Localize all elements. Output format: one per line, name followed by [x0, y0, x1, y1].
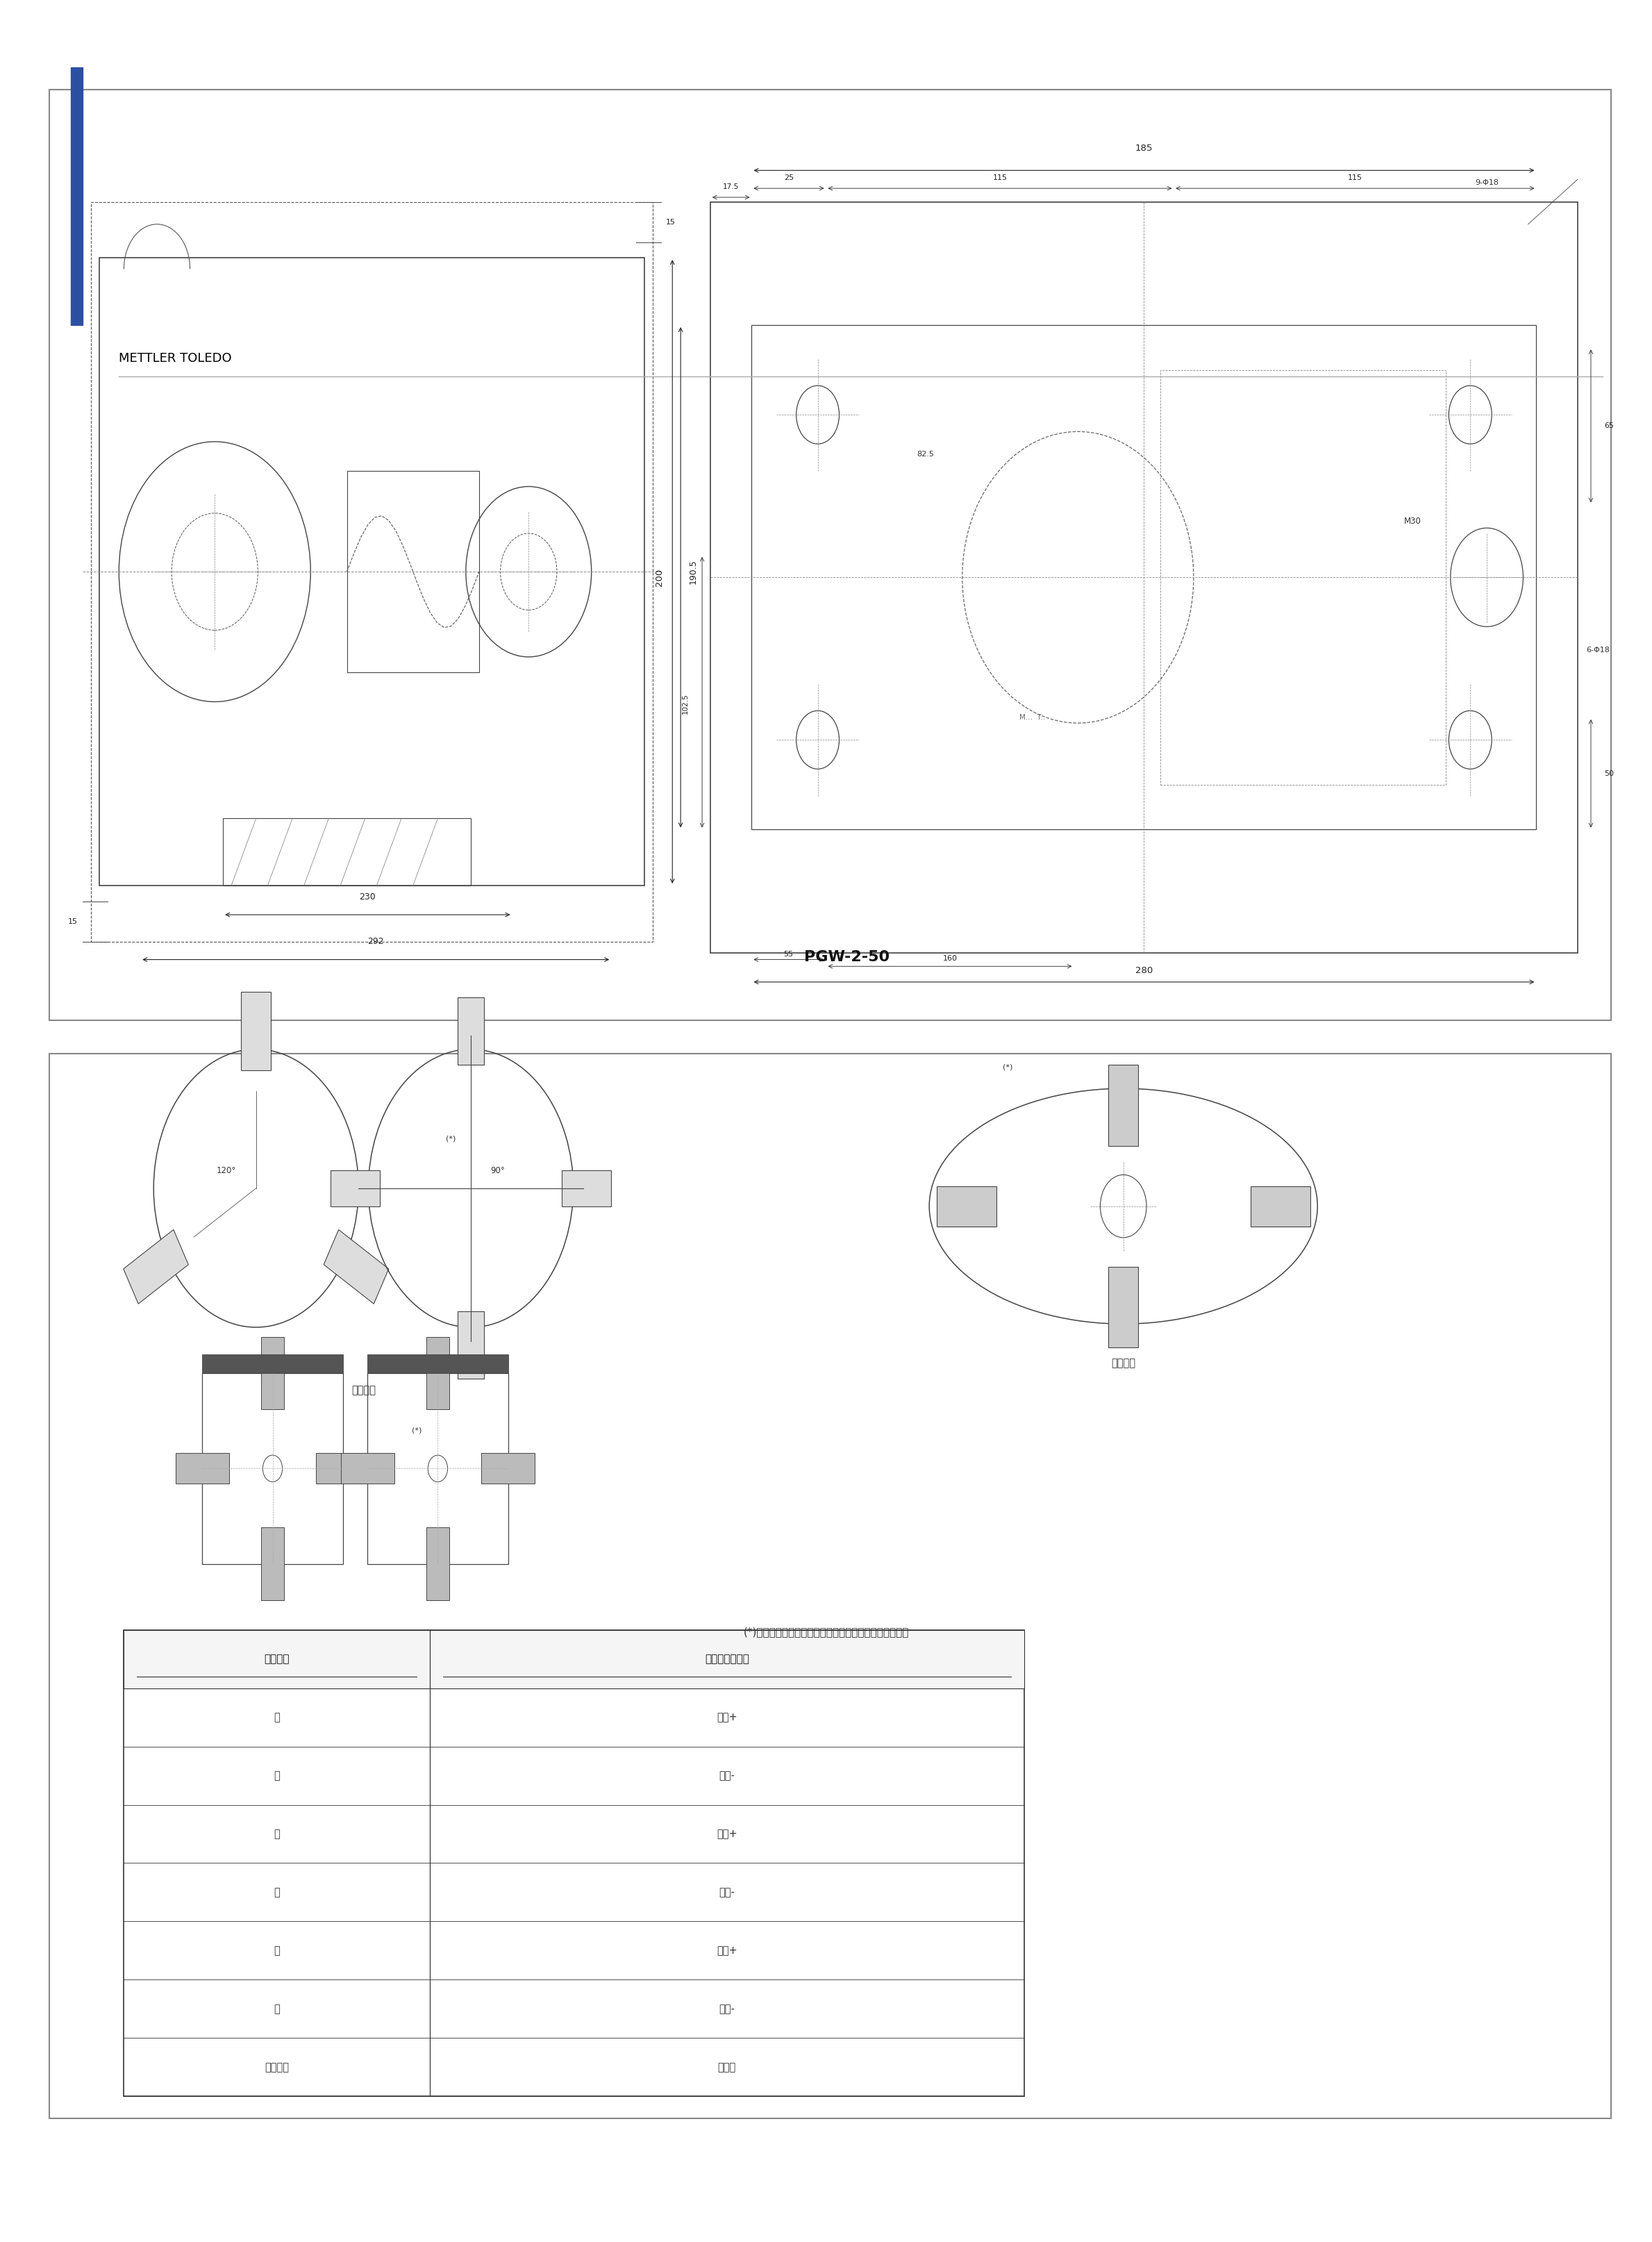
Bar [50, 90, 1611, 1020]
Text: (*): (*) [446, 1134, 456, 1143]
Text: 190.5: 190.5 [689, 558, 697, 585]
Bar [458, 1312, 484, 1379]
Text: 6-Φ18: 6-Φ18 [1586, 646, 1609, 655]
Bar [223, 818, 471, 886]
Text: 115: 115 [1348, 175, 1363, 182]
Bar [124, 1630, 1024, 1688]
Text: 绿: 绿 [274, 1713, 279, 1722]
Text: 17.5: 17.5 [724, 184, 738, 191]
Bar [261, 1527, 284, 1601]
Bar [1251, 1186, 1310, 1226]
Bar [710, 202, 1578, 953]
Bar [71, 67, 83, 325]
Text: M30: M30 [1404, 516, 1421, 527]
Text: 电缆颜色: 电缆颜色 [264, 1655, 289, 1664]
Text: 黑: 黑 [274, 1771, 279, 1780]
Bar [99, 258, 644, 886]
Bar [426, 1527, 449, 1601]
Text: 65: 65 [1604, 421, 1614, 430]
Bar [937, 1186, 996, 1226]
Bar [347, 471, 479, 673]
Bar [261, 1336, 284, 1410]
Bar [367, 1354, 509, 1372]
Bar [202, 1354, 344, 1372]
Text: 82.5: 82.5 [917, 451, 933, 457]
Bar [124, 1630, 1024, 2096]
Bar [202, 1372, 344, 1565]
Text: (*): (*) [411, 1426, 421, 1435]
Bar [91, 202, 653, 942]
Text: 280: 280 [1135, 966, 1153, 975]
Bar [1160, 370, 1446, 785]
Text: 激励+: 激励+ [717, 1713, 737, 1722]
Text: 红: 红 [274, 2004, 279, 2013]
Bar [241, 991, 271, 1069]
Bar [316, 1453, 370, 1484]
Bar [175, 1453, 230, 1484]
Text: 50: 50 [1604, 769, 1614, 778]
Text: 200: 200 [656, 569, 664, 585]
Text: (*)矩形布置时，四只称重模块中有一只应去揔侧向限位。: (*)矩形布置时，四只称重模块中有一只应去揔侧向限位。 [743, 1628, 909, 1637]
Text: PGW-2-50: PGW-2-50 [805, 951, 889, 964]
Bar [324, 1229, 388, 1305]
Text: 102.5: 102.5 [682, 693, 689, 713]
Bar [458, 998, 484, 1065]
Text: METTLER TOLEDO: METTLER TOLEDO [119, 352, 231, 365]
Text: 15: 15 [68, 917, 78, 926]
Text: 反馈-: 反馈- [719, 1888, 735, 1897]
Text: 黄（长）: 黄（长） [264, 2063, 289, 2072]
Text: 信号+: 信号+ [717, 1946, 737, 1955]
Text: 292: 292 [368, 937, 383, 946]
Text: 230: 230 [360, 892, 375, 901]
Text: 黄: 黄 [274, 1829, 279, 1838]
Bar [426, 1336, 449, 1410]
Text: 9-Φ18: 9-Φ18 [1475, 179, 1498, 186]
Text: 信号-: 信号- [719, 2004, 735, 2013]
Bar [340, 1453, 395, 1484]
Text: 55: 55 [783, 951, 793, 957]
Bar [50, 1054, 1611, 2119]
Bar [330, 1170, 380, 1206]
Text: M...  T..: M... T.. [1019, 713, 1046, 722]
Text: 屏蔽线: 屏蔽线 [717, 2063, 737, 2072]
Bar [1108, 1267, 1138, 1347]
Bar [367, 1372, 509, 1565]
Text: 115: 115 [993, 175, 1008, 182]
Bar [1108, 1065, 1138, 1146]
Text: 切向布置: 切向布置 [352, 1386, 375, 1395]
Text: 90°: 90° [491, 1166, 506, 1175]
Text: 色标（六芯线）: 色标（六芯线） [705, 1655, 748, 1664]
Text: 120°: 120° [216, 1166, 236, 1175]
Bar [752, 325, 1536, 830]
Text: 160: 160 [943, 955, 957, 962]
Text: 矩形布置: 矩形布置 [1112, 1359, 1135, 1368]
Text: 激励-: 激励- [719, 1771, 735, 1780]
Text: 反馈+: 反馈+ [717, 1829, 737, 1838]
Text: 蓝: 蓝 [274, 1888, 279, 1897]
Bar [481, 1453, 535, 1484]
Text: (*): (*) [1003, 1063, 1013, 1072]
Text: 185: 185 [1135, 143, 1153, 152]
Bar [562, 1170, 611, 1206]
Text: 15: 15 [666, 217, 676, 226]
Bar [124, 1229, 188, 1305]
Text: 25: 25 [785, 175, 793, 182]
Text: 白: 白 [274, 1946, 279, 1955]
